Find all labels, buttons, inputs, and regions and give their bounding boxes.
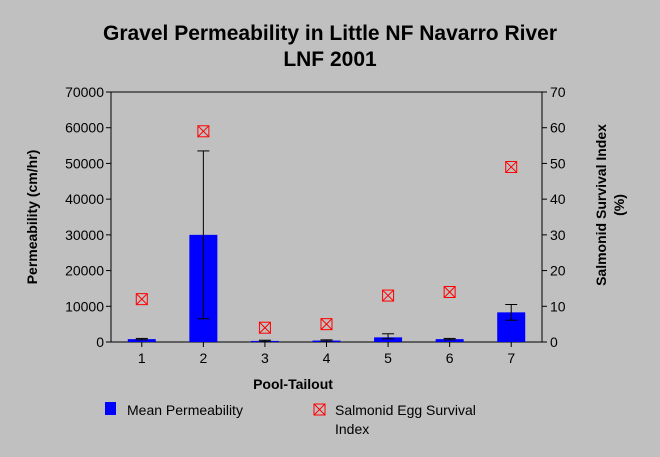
error-bar <box>135 337 148 341</box>
error-bars <box>135 150 518 342</box>
legend: Mean Permeability Salmonid Egg Survival … <box>105 402 476 437</box>
marker-cross-b <box>443 286 456 298</box>
y2-axis-title-line1: Salmonid Survival Index <box>593 124 609 286</box>
left-axis: 0 10000 20000 30000 40000 50000 60000 70000 <box>65 84 111 350</box>
legend-marker-label-line2: Index <box>335 421 369 437</box>
x-tick-label: 6 <box>446 350 454 366</box>
x-tick-label: 3 <box>261 350 269 366</box>
y-tick-label: 10000 <box>65 298 104 314</box>
marker-box <box>505 161 518 173</box>
x-axis: 1 2 3 4 5 6 7 <box>138 342 515 366</box>
y2-tick-label: 0 <box>550 334 558 350</box>
permeability-bar <box>374 337 403 342</box>
y-tick-label: 40000 <box>65 191 104 207</box>
error-bar <box>382 333 395 340</box>
error-bar <box>258 339 271 342</box>
legend-bar-label: Mean Permeability <box>127 402 243 418</box>
marker-cross-b <box>197 125 210 138</box>
marker-cross-b <box>382 289 394 302</box>
y-axis-title: Permeability (cm/hr) <box>24 150 40 285</box>
y-tick-label: 70000 <box>65 84 104 100</box>
y2-tick-label: 50 <box>550 155 566 171</box>
survival-index-marker <box>135 293 148 306</box>
marker-cross-b <box>259 321 271 334</box>
y-tick-label: 0 <box>96 334 104 350</box>
survival-index-marker <box>258 321 271 334</box>
marker-box <box>320 318 333 331</box>
marker-box <box>258 321 271 334</box>
y2-tick-label: 40 <box>550 191 566 207</box>
right-axis: 0 10 20 30 40 50 60 70 <box>542 84 566 350</box>
x-axis-title: Pool-Tailout <box>253 376 333 392</box>
marker-cross-b <box>505 161 518 173</box>
y-tick-label: 20000 <box>65 263 104 279</box>
y-tick-label: 30000 <box>65 227 104 243</box>
marker-cross-b <box>320 318 333 330</box>
survival-index-marker <box>197 125 210 138</box>
x-tick-label: 4 <box>323 350 331 366</box>
error-bar <box>505 304 518 321</box>
survival-index-marker <box>320 318 333 331</box>
legend-bar-swatch <box>105 402 116 415</box>
x-tick-label: 7 <box>507 350 515 366</box>
y-tick-label: 60000 <box>65 120 104 136</box>
survival-index-marker <box>382 289 395 302</box>
survival-index-marker <box>505 161 518 173</box>
error-bar <box>197 150 210 320</box>
legend-marker-label: Salmonid Egg Survival <box>335 402 476 418</box>
y2-tick-label: 60 <box>550 120 566 136</box>
x-tick-label: 5 <box>384 350 392 366</box>
y2-tick-label: 10 <box>550 298 566 314</box>
marker-box <box>382 289 395 302</box>
error-bar <box>320 339 333 342</box>
y2-axis-title-line2: (%) <box>611 194 627 216</box>
error-bar <box>443 337 456 341</box>
plot-frame <box>110 91 543 343</box>
permeability-bar <box>435 339 464 342</box>
survival-index-marker <box>443 286 456 298</box>
y-tick-label: 50000 <box>65 155 104 171</box>
x-tick-label: 1 <box>138 350 146 366</box>
marker-series <box>135 125 518 334</box>
y2-tick-label: 20 <box>550 263 566 279</box>
legend-marker-icon <box>313 403 326 416</box>
permeability-bar <box>127 339 156 342</box>
marker-box <box>443 286 456 298</box>
x-tick-label: 2 <box>199 350 207 366</box>
chart-subtitle: LNF 2001 <box>283 48 377 71</box>
marker-box <box>197 125 210 138</box>
marker-cross-b <box>135 293 148 305</box>
marker-box <box>135 293 148 306</box>
y2-tick-label: 70 <box>550 84 566 100</box>
chart-title: Gravel Permeability in Little NF Navarro… <box>103 22 557 45</box>
y2-tick-label: 30 <box>550 227 566 243</box>
